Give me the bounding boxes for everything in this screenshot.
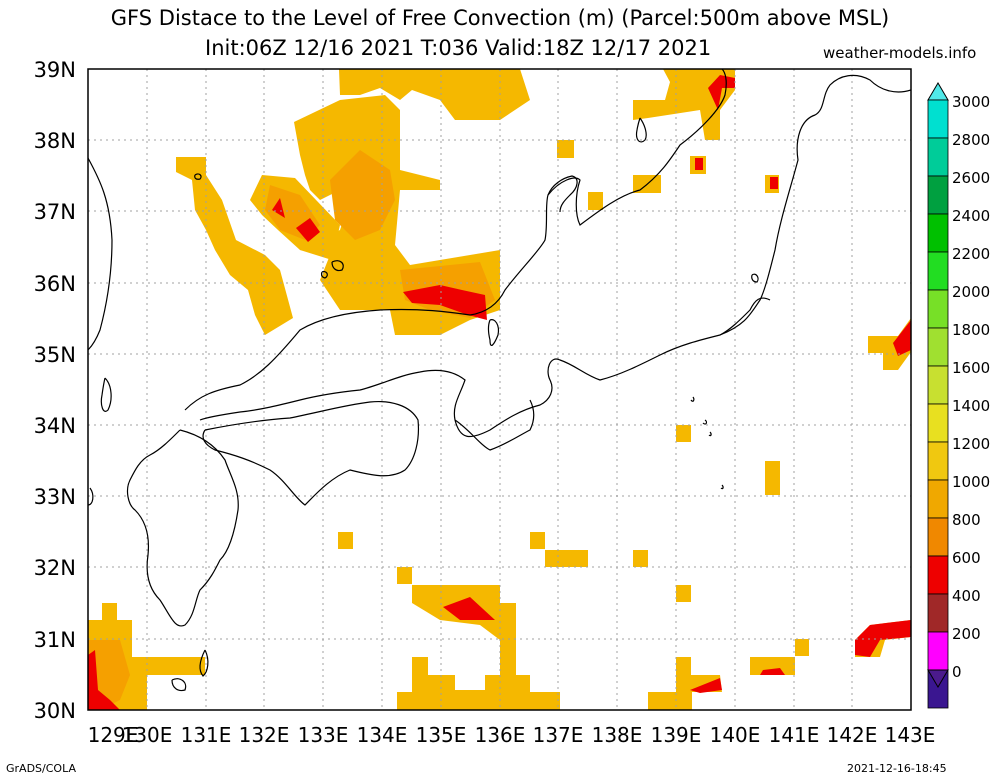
oki-islands — [331, 260, 344, 272]
colorbar-label: 3000 — [952, 93, 990, 111]
map-title-line2: Init:06Z 12/16 2021 T:036 Valid:18Z 12/1… — [205, 36, 712, 60]
colorbar-label: 2400 — [952, 207, 990, 225]
boso-peninsula — [719, 297, 771, 336]
lat-label: 38N — [34, 129, 76, 153]
map-frame — [87, 68, 912, 711]
colorbar-cell — [927, 213, 949, 253]
lat-axis: 39N 38N 37N 36N 35N 34N 33N 32N 31N 30N — [34, 58, 76, 723]
colorbar-label: 1800 — [952, 321, 990, 339]
lat-label: 35N — [34, 343, 76, 367]
colorbar-cell — [927, 403, 949, 443]
lon-label: 133E — [298, 723, 349, 747]
lat-label: 32N — [34, 556, 76, 580]
lon-label: 130E — [122, 723, 173, 747]
lon-label: 135E — [416, 723, 467, 747]
website-label: weather-models.info — [823, 44, 977, 62]
colorbar: 3000 2800 2600 2400 2200 2000 1800 1600 … — [927, 82, 990, 709]
island-hachijo — [751, 273, 759, 283]
colorbar-cell — [927, 327, 949, 367]
coastlines — [88, 69, 911, 692]
colorbar-cell — [927, 441, 949, 481]
noto-peninsula — [547, 175, 578, 213]
colorbar-cell — [927, 251, 949, 291]
lon-label: 143E — [885, 723, 936, 747]
lat-label: 33N — [34, 485, 76, 509]
colorbar-cell — [927, 99, 949, 139]
colorbar-cell — [927, 175, 949, 215]
colorbar-cell — [927, 137, 949, 177]
shikoku — [202, 400, 420, 506]
lon-label: 140E — [710, 723, 761, 747]
colorbar-label: 1200 — [952, 435, 990, 453]
colorbar-cell — [927, 517, 949, 557]
island-osaka-bay — [487, 319, 500, 347]
render-timestamp: 2021-12-16-18:45 — [847, 762, 947, 775]
colorbar-label: 2800 — [952, 131, 990, 149]
lon-axis: 129E 130E 131E 132E 133E 134E 135E 136E … — [88, 723, 936, 747]
lon-label: 139E — [651, 723, 702, 747]
korea-coast — [88, 157, 113, 351]
kyushu — [126, 429, 239, 627]
honshu-pacific-coast — [199, 74, 911, 438]
colorbar-label: 2600 — [952, 169, 990, 187]
graticule — [88, 69, 911, 710]
lat-label: 34N — [34, 414, 76, 438]
izu-islands — [690, 396, 724, 490]
lon-label: 138E — [592, 723, 643, 747]
colorbar-top-arrow — [927, 82, 949, 101]
sado-island — [635, 117, 647, 143]
colorbar-label: 1600 — [952, 359, 990, 377]
map-title-line1: GFS Distace to the Level of Free Convect… — [110, 6, 890, 30]
colorbar-label: 800 — [952, 511, 981, 529]
kii-peninsula — [454, 399, 535, 451]
lon-label: 131E — [181, 723, 232, 747]
colorbar-label: 1000 — [952, 473, 990, 491]
island-inland — [320, 270, 328, 279]
colorbar-label: 400 — [952, 587, 981, 605]
island-ulleung — [194, 173, 202, 180]
lat-label: 39N — [34, 58, 76, 82]
colorbar-label: 200 — [952, 625, 981, 643]
colorbar-cell — [927, 631, 949, 671]
colorbar-cell — [927, 289, 949, 329]
colorbar-label: 2200 — [952, 245, 990, 263]
lon-label: 141E — [769, 723, 820, 747]
lat-label: 36N — [34, 272, 76, 296]
lat-label: 31N — [34, 628, 76, 652]
colorbar-cell — [927, 555, 949, 595]
colorbar-label: 2000 — [952, 283, 990, 301]
colorbar-label: 600 — [952, 549, 981, 567]
colorbar-cell — [927, 479, 949, 519]
colorbar-bottom-arrow — [927, 669, 949, 688]
colorbar-labels: 3000 2800 2600 2400 2200 2000 1800 1600 … — [952, 93, 990, 681]
lon-label: 129E — [88, 723, 139, 747]
lon-label: 137E — [533, 723, 584, 747]
colorbar-cell — [927, 593, 949, 633]
goto-islands — [88, 487, 94, 506]
lat-label: 37N — [34, 200, 76, 224]
lon-label: 132E — [239, 723, 290, 747]
colorbar-label: 0 — [952, 663, 962, 681]
lon-label: 134E — [357, 723, 408, 747]
lat-label: 30N — [34, 699, 76, 723]
software-credit: GrADS/COLA — [6, 762, 76, 775]
tsushima — [100, 377, 112, 412]
lon-label: 136E — [475, 723, 526, 747]
lfc-shading — [88, 69, 911, 710]
colorbar-label: 1400 — [952, 397, 990, 415]
colorbar-cell — [927, 365, 949, 405]
lon-label: 142E — [827, 723, 878, 747]
honshu-japan-sea-coast — [184, 69, 727, 411]
osumi-islands — [171, 649, 209, 692]
